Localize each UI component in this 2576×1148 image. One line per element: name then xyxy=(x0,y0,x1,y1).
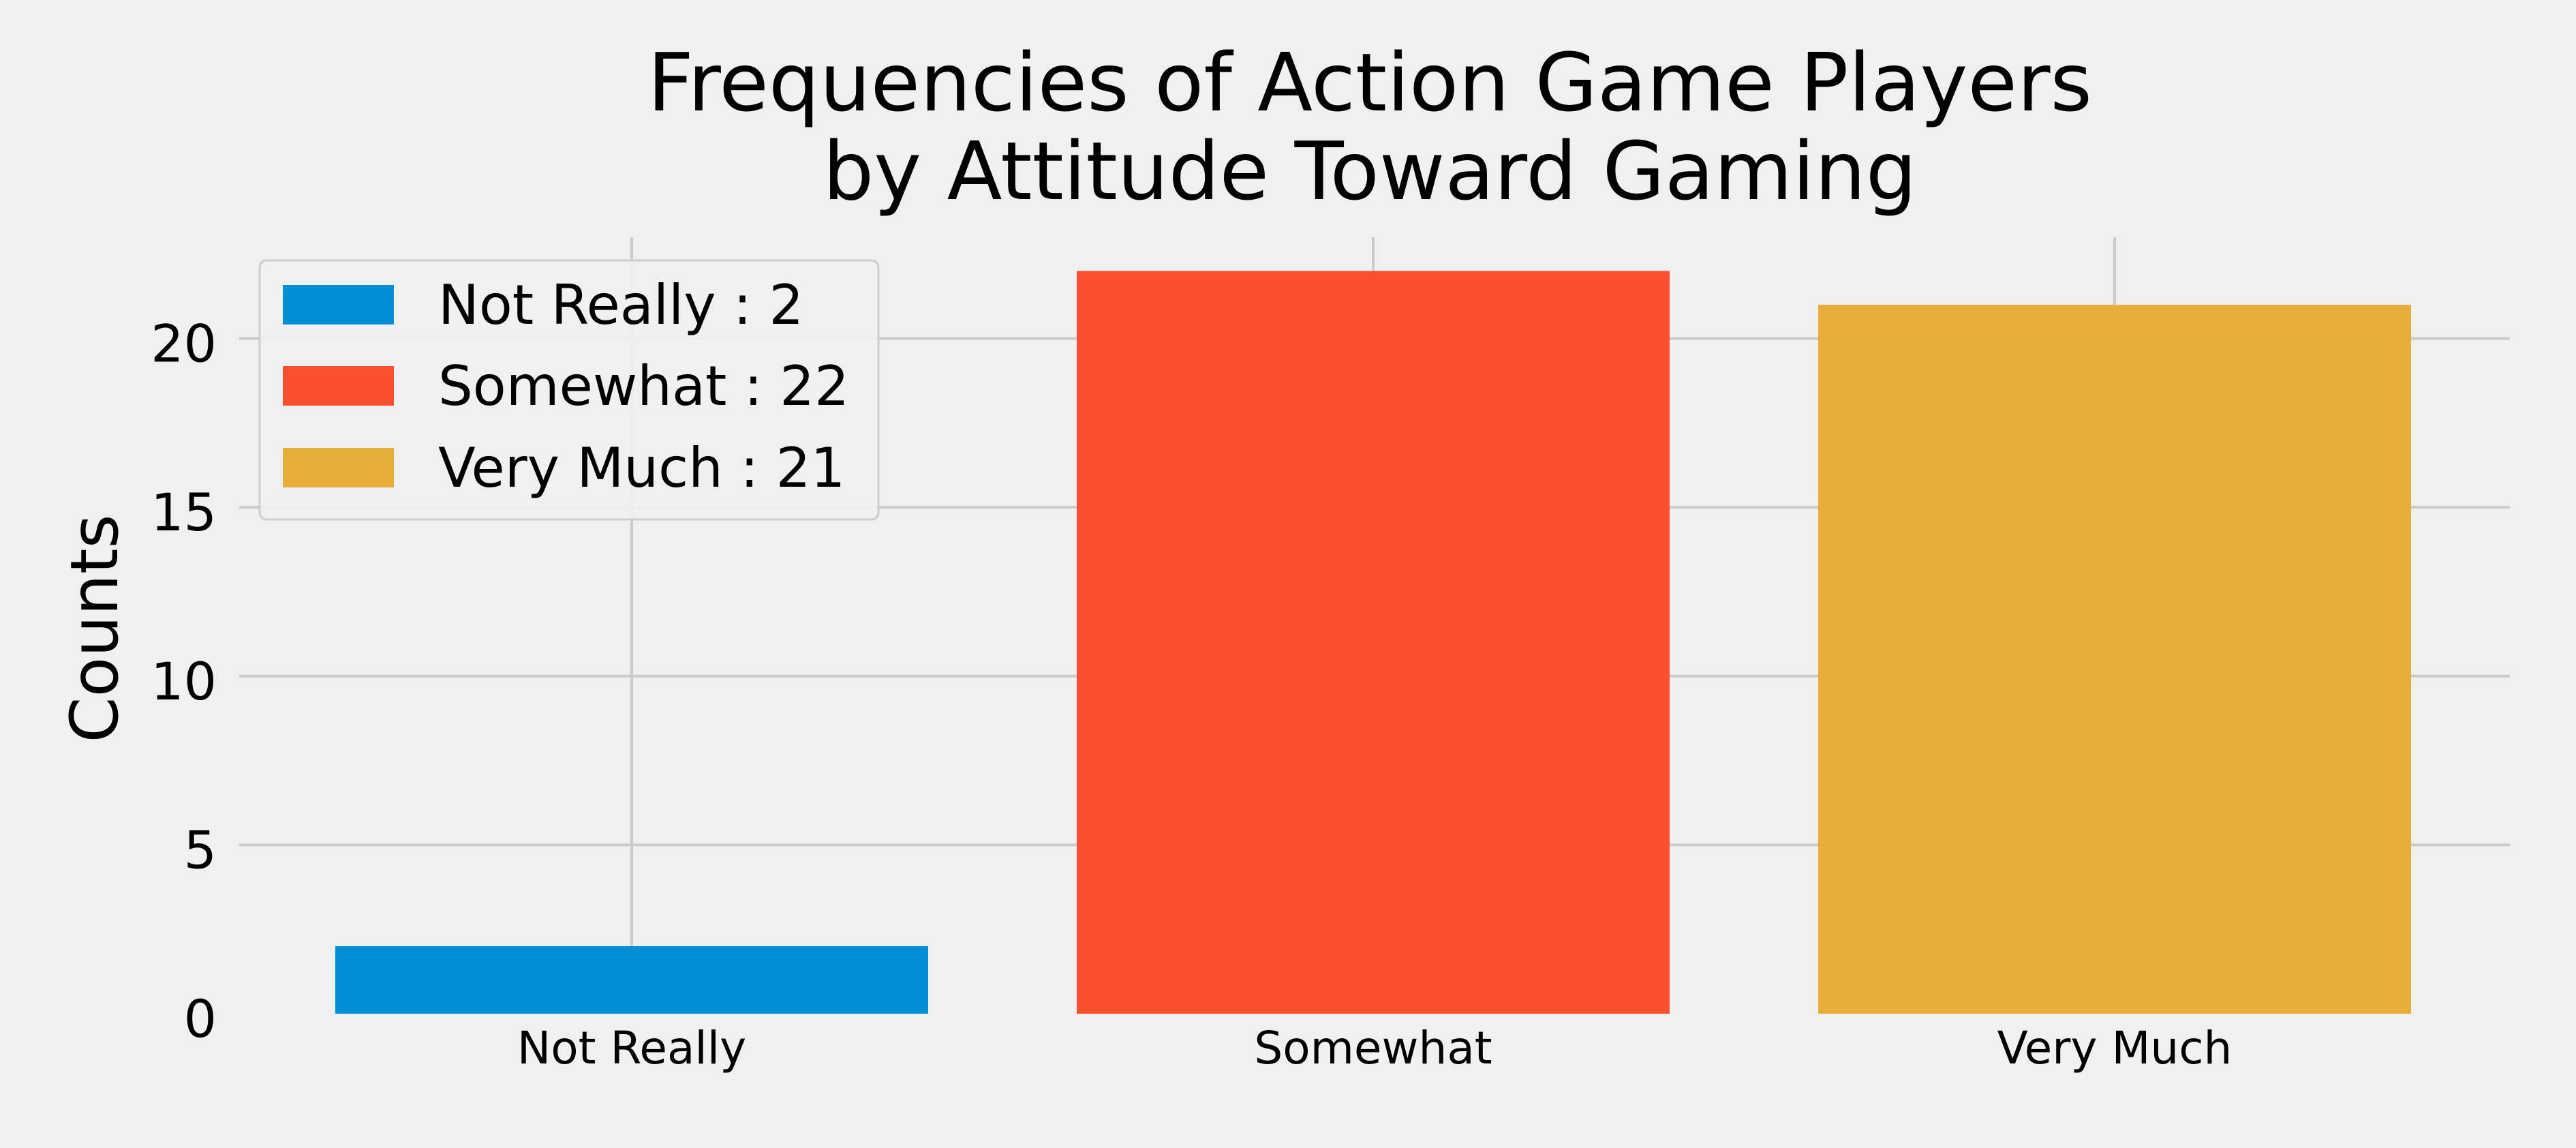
bar-very-much xyxy=(1818,305,2411,1014)
y-tick-label: 5 xyxy=(184,819,217,880)
chart-title-line-1: Frequencies of Action Game Players xyxy=(647,35,2092,130)
x-tick-label: Very Much xyxy=(1997,1022,2233,1074)
bar-somewhat xyxy=(1077,271,1670,1014)
bar-not-really xyxy=(335,946,928,1014)
y-axis-label: Counts xyxy=(57,514,133,742)
y-tick-label: 15 xyxy=(151,482,217,543)
legend-label: Not Really : 2 xyxy=(438,273,803,337)
legend: Not Really : 2 Somewhat : 22 Very Much : 2… xyxy=(258,259,880,521)
legend-frame xyxy=(258,259,880,521)
x-tick-label: Somewhat xyxy=(1254,1022,1492,1074)
legend-swatch xyxy=(283,448,394,487)
legend-swatch xyxy=(283,285,394,324)
y-tick-label: 0 xyxy=(184,988,217,1049)
y-tick-label: 20 xyxy=(151,314,217,374)
chart-title-line-2: by Attitude Toward Gaming xyxy=(823,124,1916,218)
legend-label: Somewhat : 22 xyxy=(438,354,849,418)
legend-swatch xyxy=(283,366,394,406)
y-tick-label: 10 xyxy=(151,651,217,712)
tick-labels: 0 5 10 15 20 Not Really Somewhat Very Much xyxy=(151,314,2232,1074)
x-tick-label: Not Really xyxy=(517,1022,746,1074)
bars xyxy=(335,271,2411,1014)
legend-label: Very Much : 21 xyxy=(438,436,845,500)
